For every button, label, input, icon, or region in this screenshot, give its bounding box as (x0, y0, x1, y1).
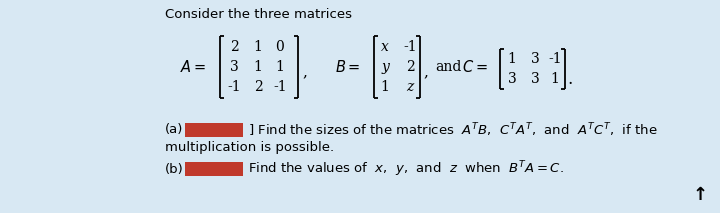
Text: (b): (b) (165, 163, 184, 176)
Text: 2: 2 (253, 80, 262, 94)
Text: ,: , (302, 65, 307, 79)
Text: -1: -1 (273, 80, 287, 94)
Text: and: and (435, 60, 462, 74)
Text: -1: -1 (403, 40, 417, 54)
FancyBboxPatch shape (185, 162, 243, 176)
Text: 1: 1 (551, 72, 559, 86)
Text: ↑: ↑ (693, 186, 708, 204)
Text: 1: 1 (276, 60, 284, 74)
Text: -1: -1 (228, 80, 240, 94)
Text: 1: 1 (508, 52, 516, 66)
Text: 3: 3 (531, 72, 539, 86)
Text: .: . (567, 71, 572, 88)
Text: 3: 3 (230, 60, 238, 74)
Text: $A =$: $A =$ (180, 59, 206, 75)
Text: ] Find the sizes of the matrices  $A^T B$,  $C^T A^T$,  and  $A^T C^T$,  if the: ] Find the sizes of the matrices $A^T B$… (248, 121, 657, 139)
Text: 0: 0 (276, 40, 284, 54)
Text: Find the values of  $x$,  $y$,  and  $z$  when  $B^T A = C$.: Find the values of $x$, $y$, and $z$ whe… (248, 159, 564, 179)
Text: -1: -1 (548, 52, 562, 66)
Text: y: y (381, 60, 389, 74)
Text: x: x (381, 40, 389, 54)
Text: $B =$: $B =$ (335, 59, 361, 75)
Text: 3: 3 (531, 52, 539, 66)
Text: z: z (406, 80, 413, 94)
Text: 2: 2 (230, 40, 238, 54)
Text: $C =$: $C =$ (462, 59, 487, 75)
Text: ,: , (423, 65, 428, 79)
Text: Consider the three matrices: Consider the three matrices (165, 7, 352, 20)
Text: multiplication is possible.: multiplication is possible. (165, 141, 334, 154)
Text: 1: 1 (253, 40, 262, 54)
Text: 1: 1 (253, 60, 262, 74)
Text: 2: 2 (405, 60, 415, 74)
Text: (a): (a) (165, 124, 184, 137)
Text: 3: 3 (508, 72, 516, 86)
FancyBboxPatch shape (185, 123, 243, 137)
Text: 1: 1 (381, 80, 390, 94)
